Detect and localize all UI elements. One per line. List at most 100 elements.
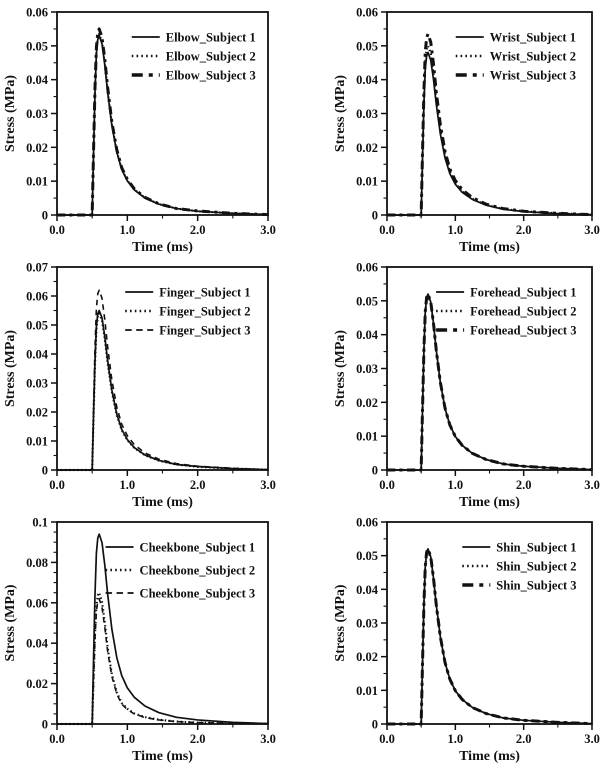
chart-elbow: 0.0 1.0 2.0 3.0 0 0.01 0.02 0.03 0.04 0.05 0.06 Tim…	[0, 0, 300, 256]
y-axis-label: Stress (MPa)	[3, 584, 18, 661]
x-tick-label: 2.0	[516, 478, 532, 492]
y-tick-label: 0.02	[26, 141, 48, 155]
y-tick-label: 0.05	[26, 319, 48, 333]
y-tick-label: 0.05	[26, 39, 48, 53]
legend-label: Cheekbone_Subject 1	[140, 541, 256, 555]
y-tick-label: 0	[42, 718, 48, 732]
legend-label: Shin_Subject 1	[496, 541, 576, 555]
x-tick-label: 0.0	[49, 478, 65, 492]
series-line-shin-subject-2	[387, 549, 593, 726]
legend-label: Shin_Subject 3	[496, 579, 576, 593]
plot-wrist: 0.0 1.0 2.0 3.0 0 0.01 0.02 0.03 0.04 0.05 0.06 Tim…	[333, 6, 600, 256]
x-axis-label: Time (ms)	[132, 495, 193, 510]
y-tick-label: 0	[372, 718, 378, 732]
y-tick-label: 0	[372, 464, 378, 478]
legend-label: Forehead_Subject 2	[470, 305, 576, 319]
y-tick-label: 0.01	[356, 430, 378, 444]
legend-label: Wrist_Subject 1	[490, 31, 576, 45]
y-tick-label: 0.05	[356, 294, 378, 308]
y-tick-label: 0.02	[356, 141, 378, 155]
legend-label: Finger_Subject 1	[159, 286, 250, 300]
y-tick-label: 0.07	[26, 261, 48, 275]
y-tick-label: 0.04	[26, 637, 49, 651]
x-tick-label: 3.0	[584, 223, 600, 237]
series-line-forehead-subject-3	[387, 292, 593, 472]
y-tick-label: 0.03	[356, 107, 378, 121]
y-tick-label: 0.04	[356, 73, 379, 87]
y-tick-label: 0.02	[356, 396, 378, 410]
y-axis-label: Stress (MPa)	[333, 75, 348, 152]
x-axis-label: Time (ms)	[459, 749, 520, 764]
y-axis-label: Stress (MPa)	[333, 330, 348, 407]
y-tick-label: 0	[372, 209, 378, 223]
plot-finger: 0.0 1.0 2.0 3.0 0 0.01 0.02 0.03 0.04 0.05 0.06 0.0…	[3, 261, 276, 511]
y-tick-label: 0.06	[356, 261, 378, 275]
y-axis-label: Stress (MPa)	[3, 330, 18, 407]
y-tick-label: 0.03	[356, 617, 378, 631]
x-tick-label: 0.0	[49, 732, 65, 746]
y-tick-label: 0	[42, 209, 48, 223]
plot-cheekbone: 0.0 1.0 2.0 3.0 0 0.02 0.04 0.06 0.08 0.1 Time (ms…	[3, 516, 276, 764]
y-tick-label: 0.01	[356, 175, 378, 189]
legend-label: Elbow_Subject 1	[166, 31, 256, 45]
series-line-shin-subject-1	[387, 548, 593, 725]
x-tick-label: 1.0	[120, 223, 136, 237]
y-tick-label: 0	[42, 464, 48, 478]
legend-label: Wrist_Subject 2	[490, 50, 576, 64]
x-tick-label: 0.0	[49, 223, 65, 237]
x-tick-label: 0.0	[379, 478, 395, 492]
y-tick-label: 0.06	[356, 516, 378, 530]
legend-label: Finger_Subject 2	[159, 305, 250, 319]
legend-label: Forehead_Subject 1	[470, 286, 576, 300]
x-tick-label: 2.0	[516, 732, 532, 746]
y-tick-label: 0.01	[356, 684, 378, 698]
y-tick-label: 0.02	[356, 650, 378, 664]
y-tick-label: 0.06	[356, 6, 378, 20]
x-tick-label: 3.0	[584, 732, 600, 746]
x-tick-label: 0.0	[379, 732, 395, 746]
chart-finger: 0.0 1.0 2.0 3.0 0 0.01 0.02 0.03 0.04 0.05 0.06 0.0…	[0, 255, 300, 511]
x-tick-label: 0.0	[379, 223, 395, 237]
y-tick-label: 0.01	[26, 435, 48, 449]
legend-label: Cheekbone_Subject 2	[140, 564, 256, 578]
x-tick-label: 3.0	[260, 478, 276, 492]
x-tick-label: 2.0	[190, 478, 206, 492]
legend-label: Shin_Subject 2	[496, 560, 576, 574]
chart-wrist: 0.0 1.0 2.0 3.0 0 0.01 0.02 0.03 0.04 0.05 0.06 Tim…	[300, 0, 603, 256]
chart-forehead: 0.0 1.0 2.0 3.0 0 0.01 0.02 0.03 0.04 0.05 0.06 Tim…	[300, 255, 603, 511]
x-tick-label: 3.0	[584, 478, 600, 492]
chart-shin: 0.0 1.0 2.0 3.0 0 0.01 0.02 0.03 0.04 0.05 0.06 Tim…	[300, 510, 603, 764]
x-tick-label: 1.0	[448, 732, 464, 746]
y-tick-label: 0.04	[356, 328, 379, 342]
y-tick-label: 0.04	[356, 583, 379, 597]
y-tick-label: 0.03	[356, 362, 378, 376]
x-axis-label: Time (ms)	[132, 240, 193, 255]
x-tick-label: 3.0	[260, 732, 276, 746]
y-axis-label: Stress (MPa)	[333, 584, 348, 661]
y-tick-label: 0.01	[26, 175, 48, 189]
y-tick-label: 0.04	[26, 348, 49, 362]
plot-elbow: 0.0 1.0 2.0 3.0 0 0.01 0.02 0.03 0.04 0.05 0.06 Tim…	[3, 6, 276, 256]
legend-label: Elbow_Subject 3	[166, 69, 256, 83]
x-tick-label: 2.0	[190, 223, 206, 237]
y-tick-label: 0.03	[26, 377, 48, 391]
legend-label: Forehead_Subject 3	[470, 324, 576, 338]
x-tick-label: 3.0	[260, 223, 276, 237]
y-tick-label: 0.06	[26, 6, 48, 20]
x-tick-label: 1.0	[448, 223, 464, 237]
y-tick-label: 0.04	[26, 73, 49, 87]
series-line-finger-subject-3	[57, 289, 269, 471]
plot-shin: 0.0 1.0 2.0 3.0 0 0.01 0.02 0.03 0.04 0.05 0.06 Tim…	[333, 516, 600, 764]
x-tick-label: 1.0	[448, 478, 464, 492]
y-tick-label: 0.02	[26, 406, 48, 420]
y-tick-label: 0.1	[32, 516, 48, 530]
legend-label: Finger_Subject 3	[159, 324, 250, 338]
y-tick-label: 0.03	[26, 107, 48, 121]
y-tick-label: 0.05	[356, 39, 378, 53]
plot-forehead: 0.0 1.0 2.0 3.0 0 0.01 0.02 0.03 0.04 0.05 0.06 Tim…	[333, 261, 600, 511]
x-axis-label: Time (ms)	[459, 495, 520, 510]
series-line-cheekbone-subject-1	[57, 533, 269, 725]
series-line-elbow-subject-3	[57, 27, 269, 217]
x-tick-label: 2.0	[190, 732, 206, 746]
